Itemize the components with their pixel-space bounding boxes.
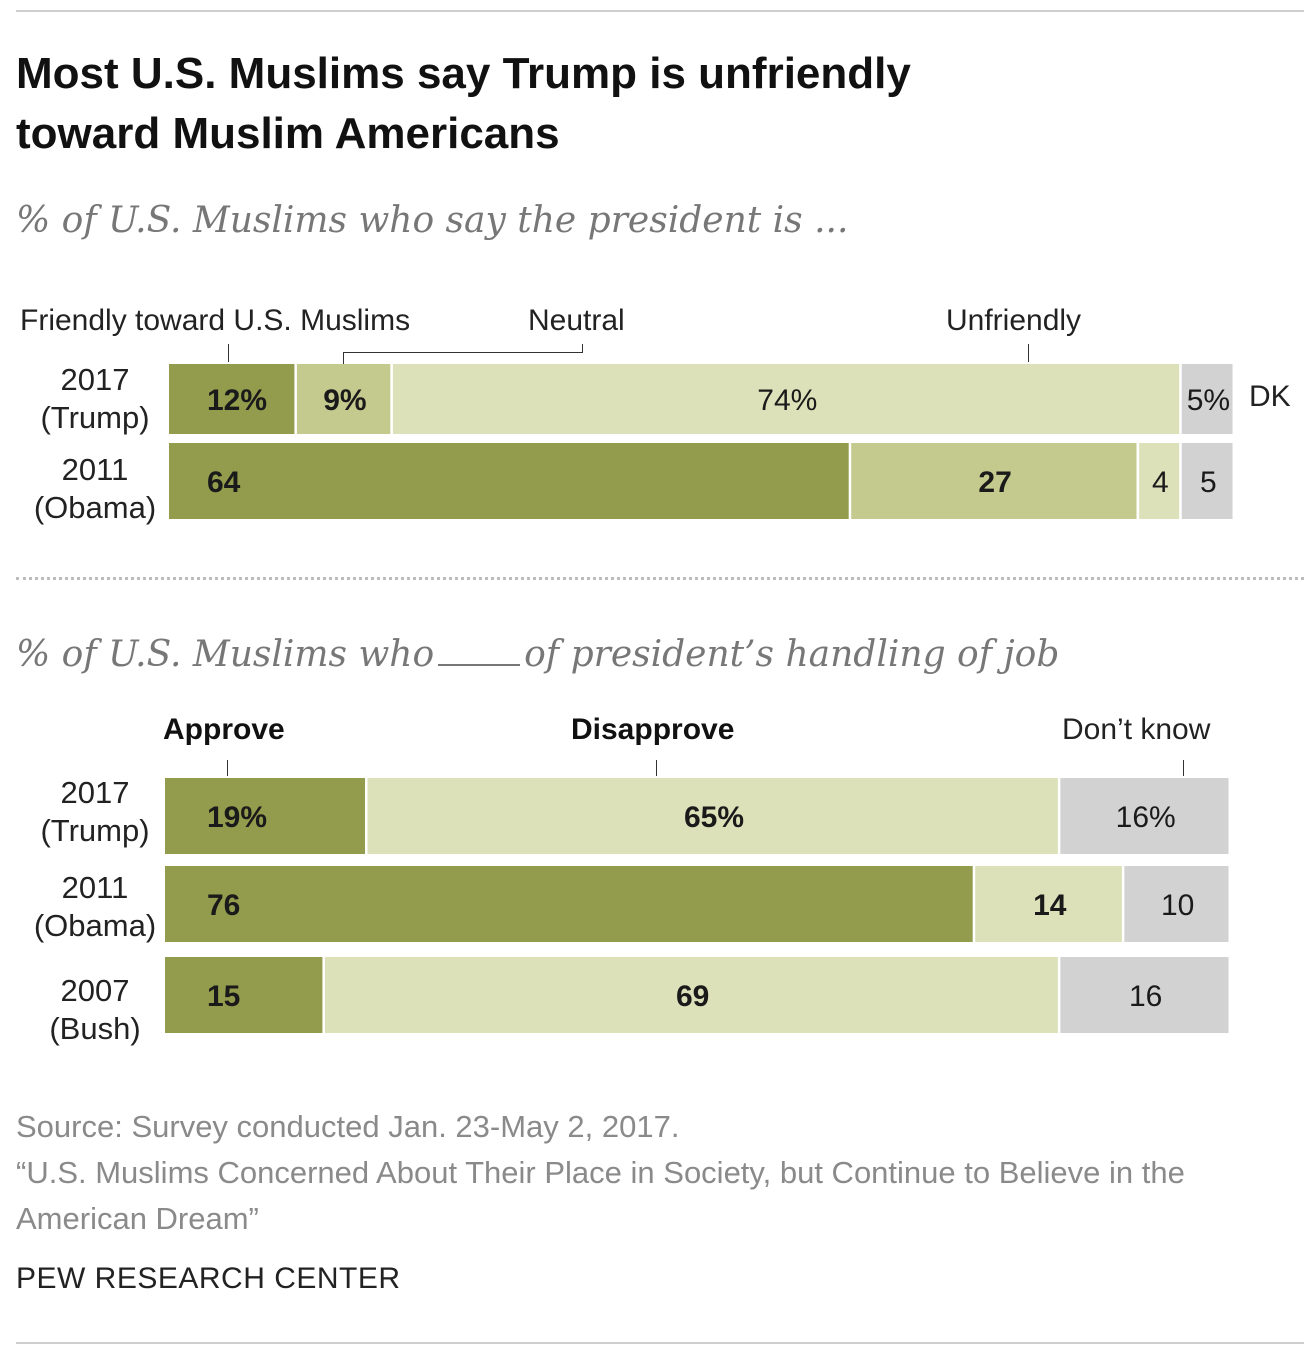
bar-value-label: 74% [757, 384, 817, 417]
chart2-row-year: 2017 [60, 775, 130, 810]
bar-value-label: 9% [323, 384, 366, 417]
brand-name: PEW RESEARCH CENTER [16, 1262, 401, 1295]
bar-value-label: 4 [1152, 466, 1169, 499]
unfriendly-tick [1028, 344, 1029, 362]
legend-dont-know: Don’t know [1062, 713, 1211, 746]
chart1-row-year: 2017 [60, 362, 130, 397]
bar-segment-friendly-toward-u-s-muslims [169, 443, 849, 519]
bar-segment-neutral [296, 364, 391, 434]
source-line-1: Source: Survey conducted Jan. 23-May 2, … [16, 1109, 680, 1144]
chart2-row-year: 2007 [60, 973, 130, 1008]
bar-value-label: 27 [978, 466, 1011, 499]
bar-value-label: 69 [676, 980, 709, 1013]
bar-value-label: 14 [1033, 889, 1067, 922]
chart2-row-president: (Trump) [40, 813, 150, 848]
legend-approve: Approve [163, 713, 285, 746]
chart2-subtitle-end: of president’s handling of job [524, 634, 1060, 675]
title-line-1: Most U.S. Muslims say Trump is unfriendl… [16, 49, 911, 98]
bottom-rule [16, 1342, 1304, 1344]
chart1-row-label-2011: 2011 (Obama) [20, 451, 170, 527]
neutral-connector-end [582, 344, 583, 353]
neutral-connector [343, 352, 583, 353]
bar-segment-dk [1181, 364, 1233, 434]
bar-segment-don-t-know [1060, 778, 1229, 854]
bar-value-label: 15 [207, 980, 240, 1013]
bar-value-label: 16 [1129, 980, 1162, 1013]
bar-segment-approve [165, 866, 973, 942]
bar-segment-don-t-know [1060, 957, 1229, 1033]
bar-segment-unfriendly [1139, 443, 1180, 519]
chart1-row-president: (Trump) [40, 400, 150, 435]
legend-friendly: Friendly toward U.S. Muslims [20, 304, 411, 337]
chart2-row-label-2017: 2017 (Trump) [20, 774, 170, 850]
bar-segment-approve [165, 957, 323, 1033]
bar-value-label: 5% [1187, 384, 1230, 417]
bar-segment-disapprove [367, 778, 1058, 854]
approve-tick [227, 760, 228, 776]
legend-neutral: Neutral [528, 304, 625, 337]
section-divider [16, 577, 1304, 580]
bar-segment-don-t-know [1124, 866, 1229, 942]
bar-value-label: 16% [1116, 801, 1176, 834]
chart-title: Most U.S. Muslims say Trump is unfriendl… [16, 44, 1216, 164]
bar-segment-approve [165, 778, 365, 854]
title-line-2: toward Muslim Americans [16, 109, 560, 158]
dont-know-tick [1183, 760, 1184, 776]
disapprove-tick [656, 760, 657, 776]
chart2-row-president: (Obama) [33, 908, 157, 943]
chart2-row-label-2011: 2011 (Obama) [20, 869, 170, 945]
bar-segment-neutral [851, 443, 1137, 519]
top-rule [16, 10, 1304, 12]
bar-value-label: 65% [684, 801, 744, 834]
chart2-subtitle-start: % of U.S. Muslims who [16, 634, 435, 675]
bar-value-label: 10 [1161, 889, 1194, 922]
bar-segment-friendly-toward-u-s-muslims [169, 364, 295, 434]
bar-value-label: 5 [1200, 466, 1217, 499]
chart2-row-president: (Bush) [49, 1011, 141, 1046]
bar-value-label: 76 [207, 889, 240, 922]
source-line-2: “U.S. Muslims Concerned About Their Plac… [16, 1155, 1185, 1236]
source-note: Source: Survey conducted Jan. 23-May 2, … [16, 1104, 1286, 1242]
bar-segment-unfriendly [392, 364, 1180, 434]
bar-value-label: 64 [207, 466, 241, 499]
bar-value-label: 12% [207, 384, 267, 417]
bar-segment-disapprove [324, 957, 1058, 1033]
chart1-row-label-2017: 2017 (Trump) [20, 361, 170, 437]
legend-unfriendly: Unfriendly [946, 304, 1082, 337]
friendly-tick [228, 344, 229, 362]
bar-segment-disapprove [975, 866, 1122, 942]
chart2-row-year: 2011 [61, 870, 129, 905]
chart1-subtitle: % of U.S. Muslims who say the president … [16, 200, 849, 241]
legend-dk: DK [1249, 380, 1291, 413]
chart1-row-year: 2011 [61, 452, 129, 487]
chart1-row-president: (Obama) [33, 490, 157, 525]
bar-value-label: 19% [207, 801, 267, 834]
chart2-row-label-2007: 2007 (Bush) [20, 972, 170, 1048]
legend-disapprove: Disapprove [571, 713, 735, 746]
bar-segment-dk [1181, 443, 1233, 519]
blank-line [438, 664, 521, 666]
neutral-tick [343, 352, 344, 364]
chart2-subtitle: % of U.S. Muslims who of president’s hand… [16, 634, 1059, 675]
